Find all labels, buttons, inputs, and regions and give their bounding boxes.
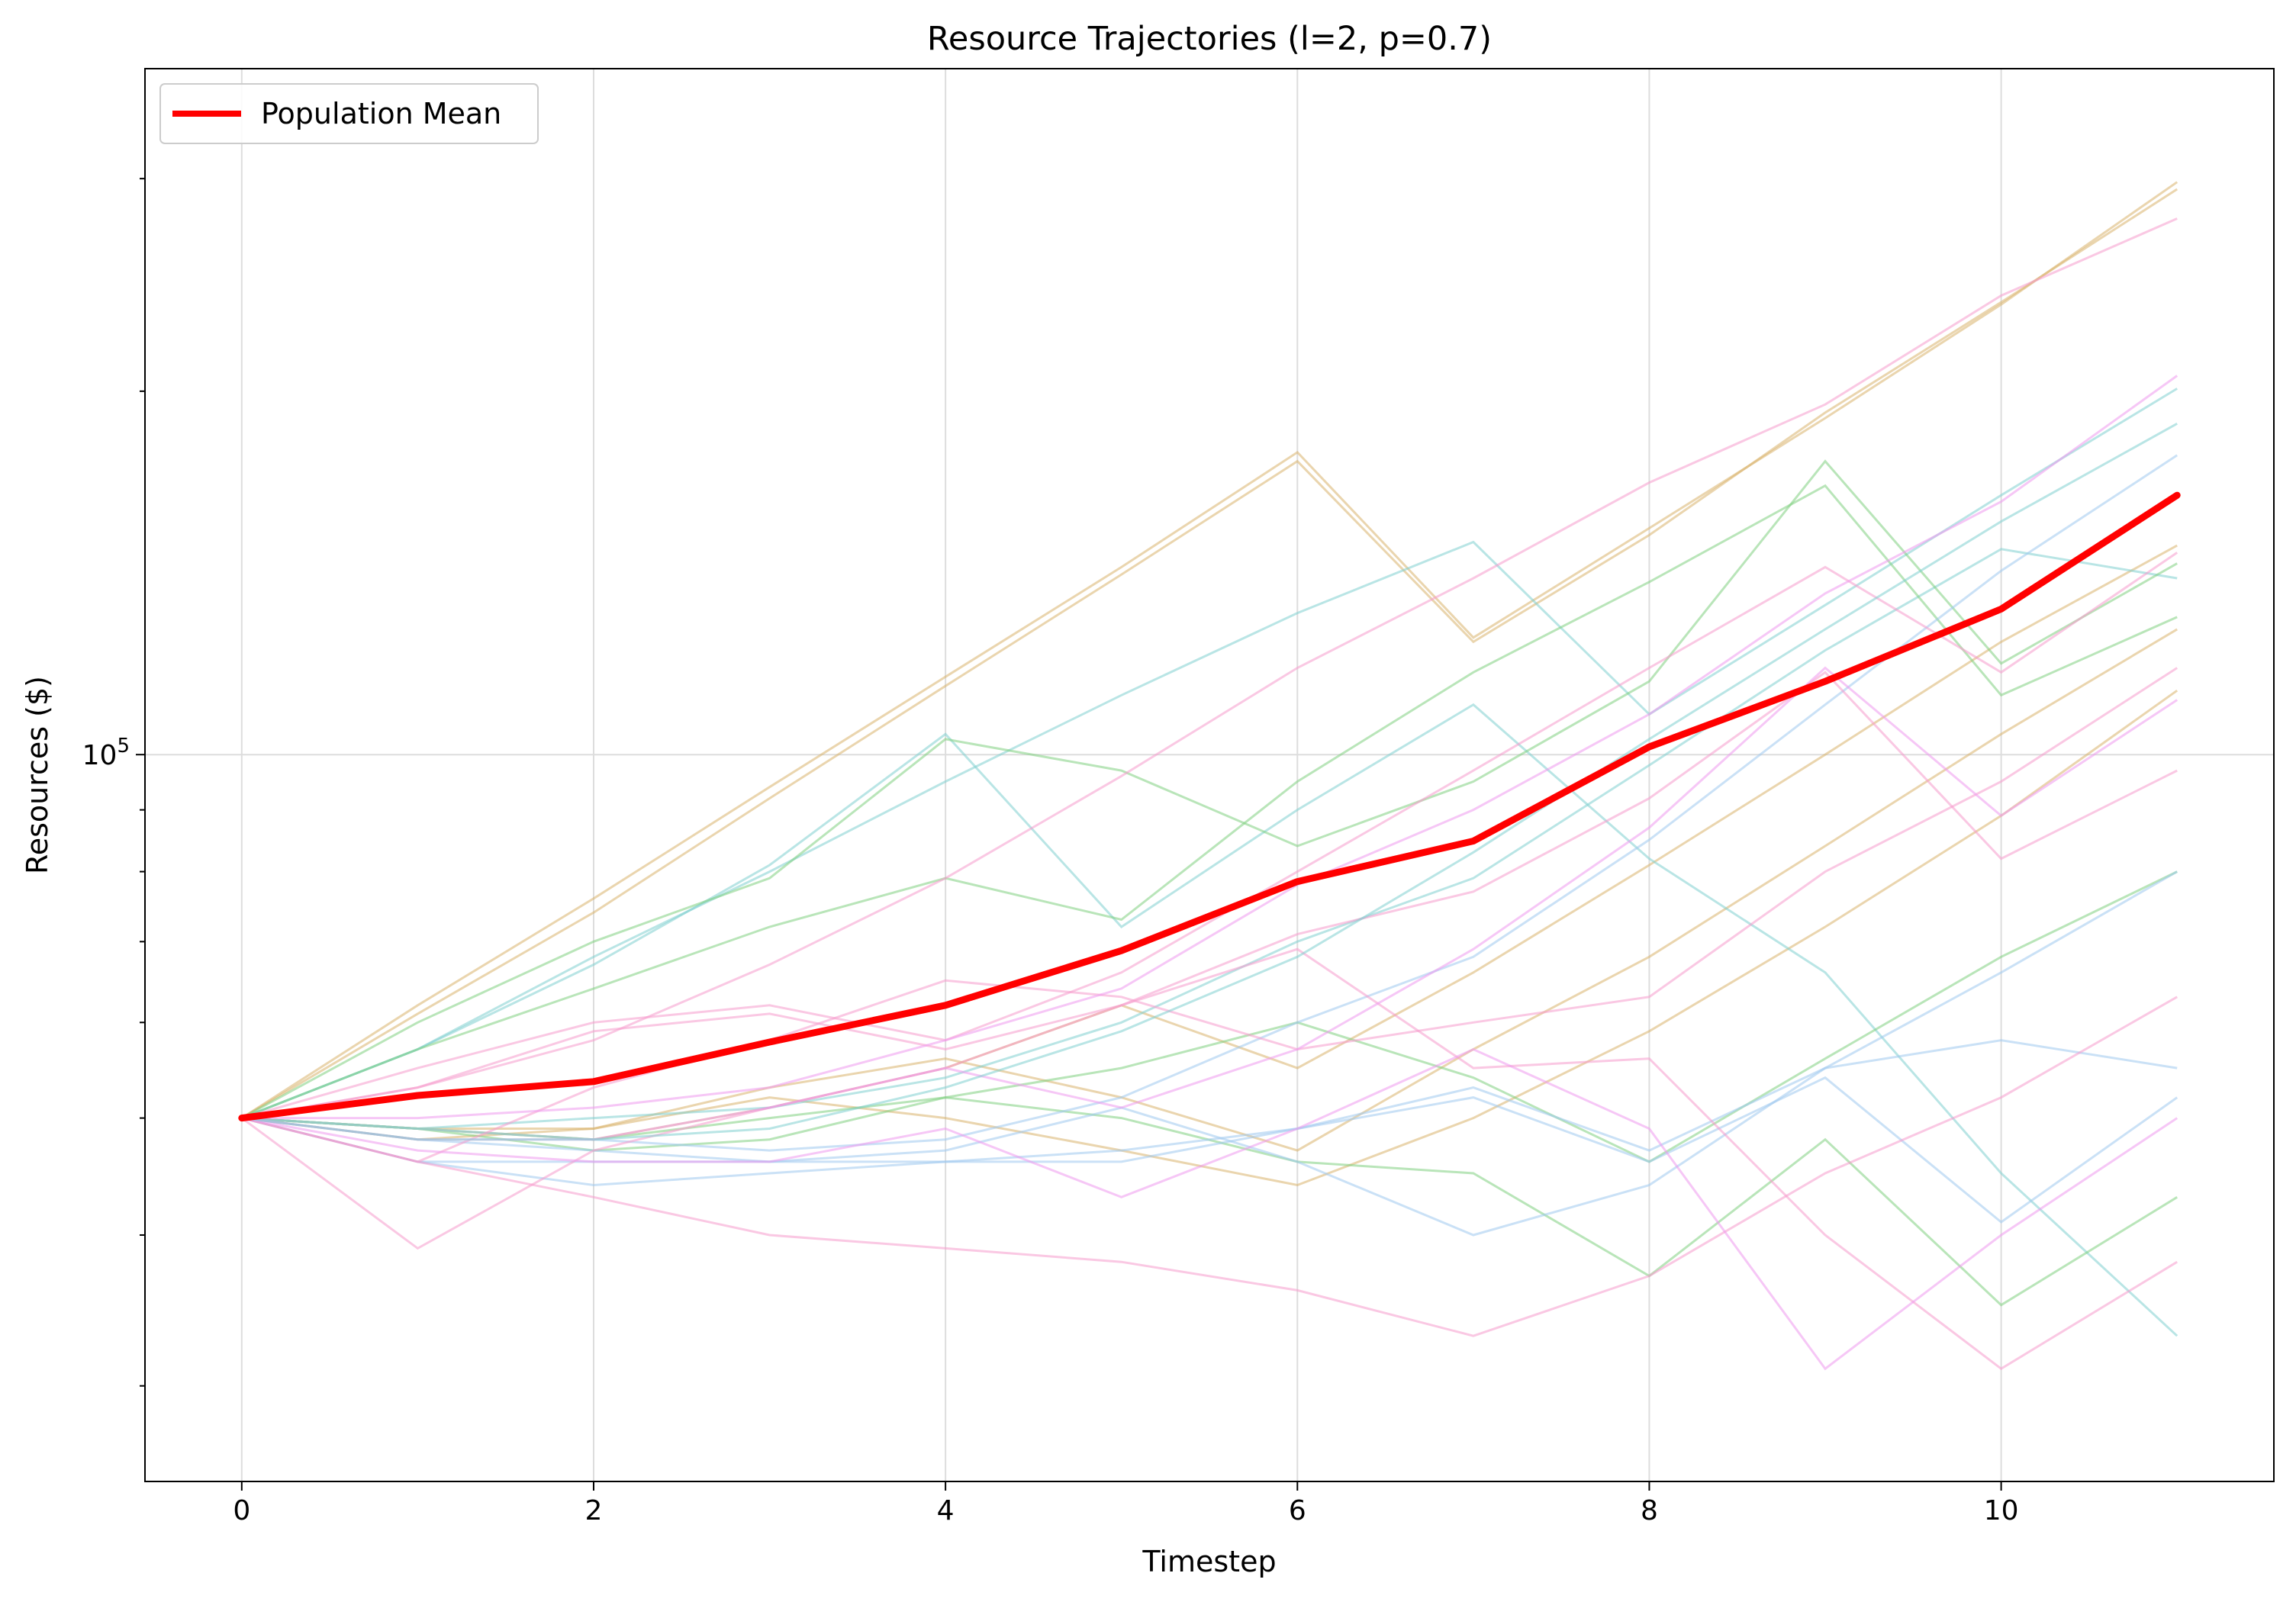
y-tick-label: 105 (82, 735, 130, 771)
trajectory-line-9 (241, 459, 2178, 1119)
legend: Population Mean (159, 83, 539, 144)
trajectory-line-21 (241, 671, 2178, 1120)
legend-box (159, 83, 539, 144)
trajectory-line-19 (240, 947, 2178, 1371)
trajectory-line-25 (241, 1047, 2178, 1371)
trajectory-line-2 (240, 181, 2178, 1119)
x-tick-label: 4 (937, 1495, 955, 1526)
legend-label-population-mean: Population Mean (261, 97, 501, 130)
trajectory-line-1 (241, 188, 2178, 1119)
chart-title: Resource Trajectories (l=2, p=0.7) (927, 20, 1492, 58)
axis-ticks: 0 2 4 6 8 10 105 (82, 178, 2019, 1526)
population-mean-line (238, 491, 2181, 1122)
trajectory-line-7 (241, 703, 2178, 1337)
plot-area-frame (144, 68, 2275, 1482)
trajectory-line-18 (241, 996, 2178, 1337)
x-tick-label: 2 (585, 1495, 603, 1526)
x-tick-label: 6 (1289, 1495, 1306, 1526)
trajectory-line-13 (241, 870, 2178, 1187)
trajectory-line-6 (241, 388, 2178, 1119)
trajectory-line-23 (241, 375, 2178, 1120)
trajectory-line-26 (241, 422, 2178, 1141)
mean-line-layer (238, 491, 2181, 1122)
trajectory-lines (240, 181, 2178, 1371)
trajectory-line-14 (241, 454, 2178, 1152)
trajectory-line-20 (241, 552, 2178, 1120)
y-axis-label: Resources ($) (21, 676, 54, 874)
trajectory-line-17 (241, 667, 2178, 1163)
x-tick-label: 0 (233, 1495, 250, 1526)
x-axis-label: Timestep (1142, 1545, 1276, 1578)
x-tick-label: 8 (1641, 1495, 1658, 1526)
trajectory-line-4 (241, 689, 2178, 1187)
x-tick-label: 10 (1984, 1495, 2019, 1526)
trajectory-line-5 (241, 628, 2178, 1152)
trajectory-line-22 (241, 217, 2178, 1120)
trajectory-line-15 (241, 1039, 2178, 1237)
trajectory-line-8 (241, 548, 2178, 1131)
trajectory-line-16 (241, 1076, 2178, 1224)
trajectory-line-10 (241, 484, 2178, 1119)
